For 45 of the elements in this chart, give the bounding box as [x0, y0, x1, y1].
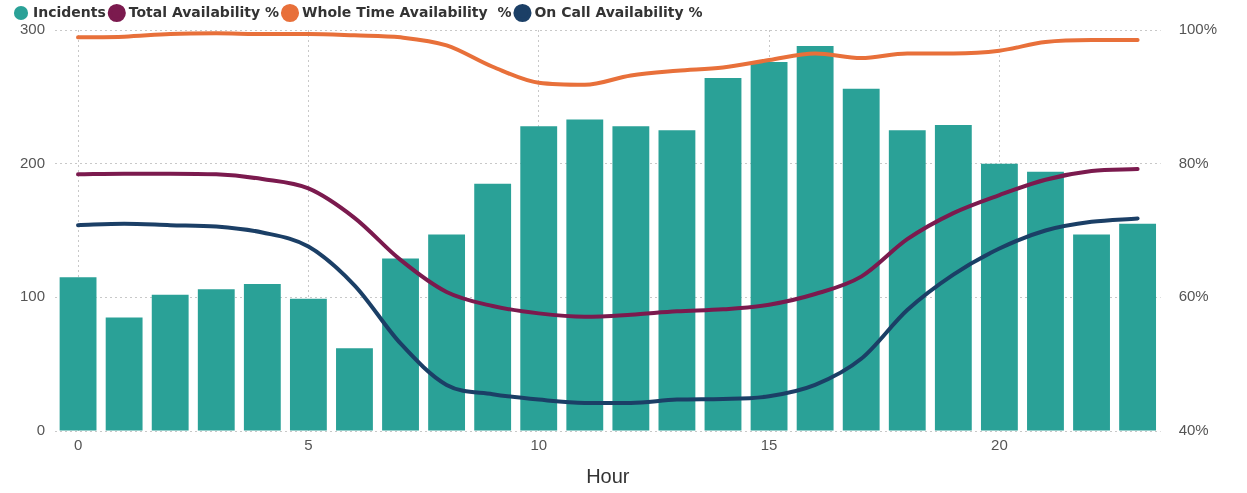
bar — [1119, 223, 1157, 431]
x-tick-label: 10 — [530, 436, 548, 454]
bar — [704, 78, 742, 431]
bar — [382, 258, 419, 431]
y2-tick-label: 80% — [1178, 153, 1209, 171]
x-tick-label: 15 — [760, 436, 778, 454]
line-series — [76, 31, 1140, 87]
bar — [842, 88, 880, 431]
legend-label: On Call Availability % — [534, 3, 703, 20]
x-tick-label: 20 — [991, 436, 1008, 454]
bar — [428, 234, 466, 431]
line-series — [76, 216, 1140, 405]
bar — [474, 183, 512, 431]
legend-label: Total Availability % — [128, 3, 279, 20]
bar — [1027, 171, 1064, 431]
y2-tick-label: 40% — [1178, 421, 1209, 439]
bar — [197, 289, 235, 431]
y-tick-label: 0 — [36, 421, 46, 439]
y-tick-label: 100 — [20, 287, 46, 305]
legend-label: Whole Time Availability % — [302, 3, 512, 20]
legend-label: Incidents — [33, 3, 106, 20]
x-axis-title: Hour — [586, 464, 630, 487]
x-tick-label: 5 — [304, 436, 313, 454]
bar — [59, 277, 97, 431]
y-tick-label: 200 — [20, 153, 46, 171]
bar — [151, 294, 189, 431]
bar — [796, 46, 834, 431]
bar — [1073, 234, 1110, 431]
bar — [658, 130, 696, 431]
y2-tick-label: 100% — [1178, 20, 1218, 38]
bar — [105, 317, 143, 431]
bar — [336, 348, 373, 431]
bar — [934, 124, 972, 431]
line-series — [76, 167, 1140, 319]
x-tick-label: 0 — [73, 436, 83, 454]
bar — [520, 126, 558, 431]
y2-tick-label: 60% — [1178, 287, 1209, 305]
bar — [750, 62, 788, 431]
y-tick-label: 300 — [20, 20, 46, 38]
bar — [980, 163, 1018, 431]
bar — [888, 130, 926, 431]
bar — [243, 283, 281, 431]
bar — [289, 298, 327, 431]
bar — [612, 126, 650, 431]
bar — [566, 119, 604, 431]
